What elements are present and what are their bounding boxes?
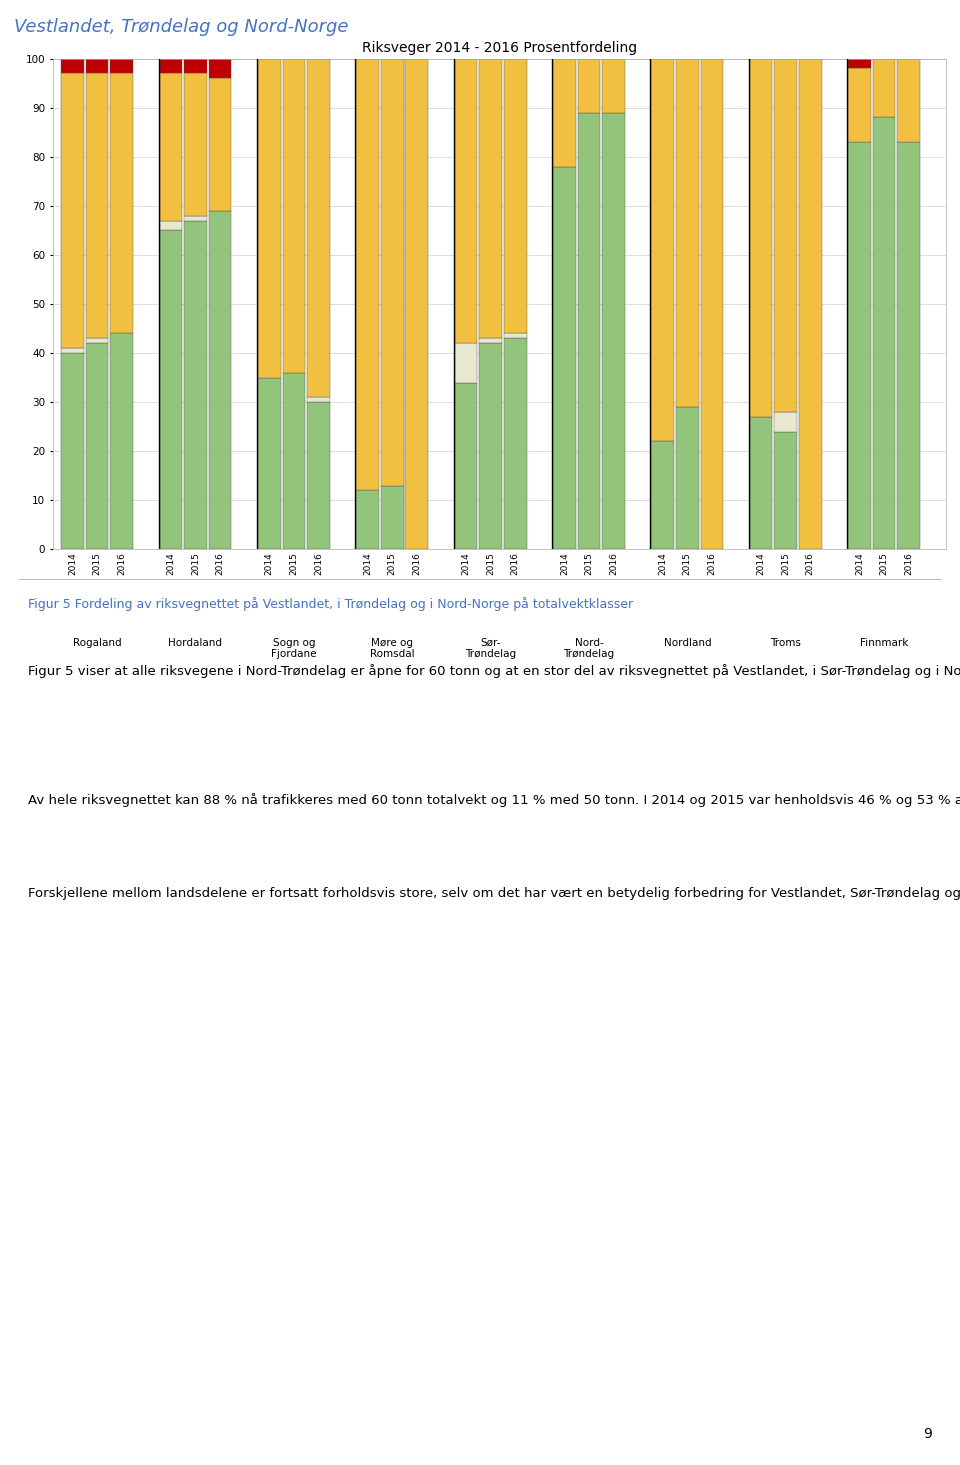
Bar bbox=[455, 382, 477, 549]
Bar bbox=[282, 372, 305, 549]
Bar bbox=[455, 59, 477, 343]
Bar bbox=[504, 59, 526, 334]
Bar bbox=[85, 338, 108, 343]
Bar bbox=[381, 485, 403, 549]
Bar bbox=[553, 167, 576, 549]
Bar bbox=[258, 378, 280, 549]
Bar bbox=[184, 215, 206, 221]
Bar bbox=[775, 59, 797, 412]
Bar bbox=[676, 59, 699, 407]
Text: Rogaland: Rogaland bbox=[73, 637, 121, 648]
Bar bbox=[159, 230, 182, 549]
Text: Hordaland: Hordaland bbox=[168, 637, 223, 648]
Text: 9: 9 bbox=[923, 1427, 931, 1442]
Text: Nordland: Nordland bbox=[663, 637, 711, 648]
Bar bbox=[184, 73, 206, 215]
Text: Møre og
Romsdal: Møre og Romsdal bbox=[370, 637, 415, 659]
Bar bbox=[898, 59, 920, 142]
Bar bbox=[307, 401, 329, 549]
Bar bbox=[307, 397, 329, 401]
Bar bbox=[578, 59, 600, 113]
Text: Forskjellene mellom landsdelene er fortsatt forholdsvis store, selv om det har v: Forskjellene mellom landsdelene er forts… bbox=[29, 888, 960, 901]
Bar bbox=[208, 211, 231, 549]
Text: Sør-
Trøndelag: Sør- Trøndelag bbox=[465, 637, 516, 659]
Text: Figur 5 Fordeling av riksvegnettet på Vestlandet, i Trøndelag og i Nord-Norge på: Figur 5 Fordeling av riksvegnettet på Ve… bbox=[29, 596, 634, 611]
Bar bbox=[849, 69, 871, 142]
Bar bbox=[61, 349, 84, 353]
Bar bbox=[775, 432, 797, 549]
Bar bbox=[159, 221, 182, 230]
Bar bbox=[799, 59, 822, 549]
Bar bbox=[652, 441, 674, 549]
Bar bbox=[849, 142, 871, 549]
Bar bbox=[61, 353, 84, 549]
Bar bbox=[381, 59, 403, 485]
Bar bbox=[578, 113, 600, 549]
Bar bbox=[873, 117, 896, 549]
Bar bbox=[85, 73, 108, 338]
Bar bbox=[750, 59, 773, 418]
Text: Sogn og
Fjordane: Sogn og Fjordane bbox=[271, 637, 317, 659]
Bar bbox=[258, 59, 280, 378]
Bar bbox=[479, 59, 502, 338]
Bar bbox=[652, 59, 674, 441]
Bar bbox=[208, 78, 231, 211]
Bar bbox=[307, 59, 329, 397]
Bar bbox=[405, 59, 428, 549]
Bar bbox=[750, 418, 773, 549]
Text: Av hele riksvegnettet kan 88 % nå trafikkeres med 60 tonn totalvekt og 11 % med : Av hele riksvegnettet kan 88 % nå trafik… bbox=[29, 793, 960, 807]
Bar bbox=[85, 59, 108, 73]
Bar bbox=[61, 73, 84, 349]
Bar bbox=[208, 59, 231, 78]
Bar bbox=[110, 59, 133, 73]
Bar bbox=[898, 142, 920, 549]
Text: Finnmark: Finnmark bbox=[860, 637, 908, 648]
Bar bbox=[602, 59, 625, 113]
Bar bbox=[504, 334, 526, 338]
Bar bbox=[85, 343, 108, 549]
Bar bbox=[356, 491, 379, 549]
Bar bbox=[159, 59, 182, 73]
Bar bbox=[455, 343, 477, 382]
Bar bbox=[602, 113, 625, 549]
Bar bbox=[159, 73, 182, 221]
Bar bbox=[282, 59, 305, 372]
Bar bbox=[356, 59, 379, 491]
Bar bbox=[701, 59, 723, 549]
Bar bbox=[553, 59, 576, 167]
Bar bbox=[504, 338, 526, 549]
Bar bbox=[676, 407, 699, 549]
Bar bbox=[110, 334, 133, 549]
Text: Figur 5 viser at alle riksvegene i Nord-Trøndelag er åpne for 60 tonn og at en s: Figur 5 viser at alle riksvegene i Nord-… bbox=[29, 664, 960, 678]
Text: Vestlandet, Trøndelag og Nord-Norge: Vestlandet, Trøndelag og Nord-Norge bbox=[14, 18, 348, 37]
Bar bbox=[110, 73, 133, 334]
Text: Nord-
Trøndelag: Nord- Trøndelag bbox=[564, 637, 614, 659]
Title: Riksveger 2014 - 2016 Prosentfordeling: Riksveger 2014 - 2016 Prosentfordeling bbox=[362, 41, 636, 54]
Bar bbox=[873, 59, 896, 117]
Bar bbox=[479, 338, 502, 343]
Bar bbox=[184, 59, 206, 73]
Text: Troms: Troms bbox=[770, 637, 802, 648]
Bar bbox=[849, 59, 871, 69]
Bar bbox=[775, 412, 797, 432]
Bar bbox=[479, 343, 502, 549]
Bar bbox=[184, 221, 206, 549]
Bar bbox=[61, 59, 84, 73]
